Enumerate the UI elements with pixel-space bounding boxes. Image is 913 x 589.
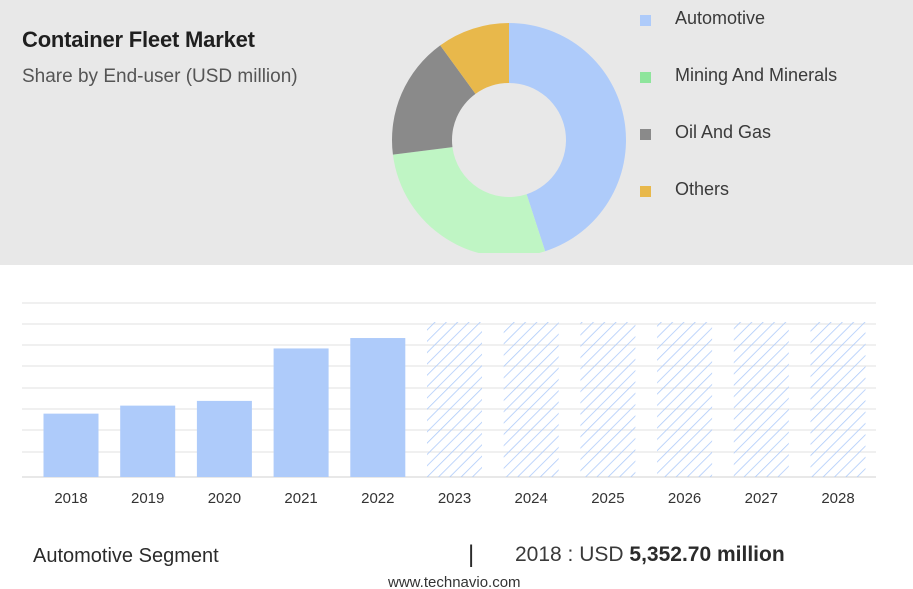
x-tick-label: 2023 — [438, 490, 471, 507]
legend-swatch — [640, 186, 651, 197]
x-tick-label: 2027 — [745, 490, 778, 507]
x-tick-label: 2021 — [284, 490, 317, 507]
legend-item: Automotive — [640, 8, 900, 32]
donut-slice — [440, 22, 509, 94]
bar-2021 — [273, 348, 329, 477]
donut-slice — [392, 147, 546, 253]
legend-label: Automotive — [675, 8, 766, 28]
forecast-bar-2027 — [733, 322, 789, 477]
forecast-bar-2023 — [427, 322, 482, 477]
donut-slice — [392, 45, 476, 155]
segment-value-amount: 5,352.70 million — [629, 543, 785, 566]
x-tick-label: 2024 — [515, 490, 548, 507]
bar-chart: 2018 2019 2020 2021 2022 2023 2024 2025 2026 2027… — [22, 302, 876, 507]
forecast-bar-2024 — [503, 322, 559, 477]
legend-label: Mining And Minerals — [675, 65, 838, 85]
legend-item: Mining And Minerals — [640, 65, 900, 89]
chart-title: Container Fleet Market — [22, 27, 255, 52]
chart-subtitle: Share by End-user (USD million) — [22, 66, 298, 87]
bar-2022 — [350, 338, 406, 477]
legend-item: Others — [640, 179, 900, 203]
segment-value-prefix: 2018 : USD — [515, 543, 624, 566]
top-panel: Container Fleet Market Share by End-user… — [0, 0, 913, 265]
forecast-bar-2026 — [657, 322, 713, 477]
bar-2020 — [196, 400, 252, 477]
legend-swatch — [640, 72, 651, 83]
forecast-bar-2028 — [810, 322, 866, 477]
footer-separator: | — [468, 541, 475, 568]
watermark: www.technavio.com — [388, 574, 521, 589]
x-tick-label: 2018 — [54, 490, 87, 507]
legend-label: Others — [675, 179, 730, 199]
bar-2019 — [120, 405, 176, 477]
legend-swatch — [640, 129, 651, 140]
x-tick-label: 2028 — [821, 490, 854, 507]
bar-2018 — [43, 413, 99, 477]
donut-chart — [392, 22, 627, 253]
x-tick-label: 2025 — [591, 490, 624, 507]
x-tick-label: 2020 — [208, 490, 241, 507]
x-tick-label: 2019 — [131, 490, 164, 507]
x-tick-label: 2022 — [361, 490, 394, 507]
segment-value: 2018 : USD 5,352.70 million — [515, 543, 785, 567]
x-tick-label: 2026 — [668, 490, 701, 507]
segment-label: Automotive Segment — [33, 545, 219, 567]
forecast-bar-2025 — [580, 322, 636, 477]
legend-label: Oil And Gas — [675, 122, 772, 142]
donut-slice — [509, 23, 627, 252]
legend-item: Oil And Gas — [640, 122, 900, 146]
legend-swatch — [640, 15, 651, 26]
